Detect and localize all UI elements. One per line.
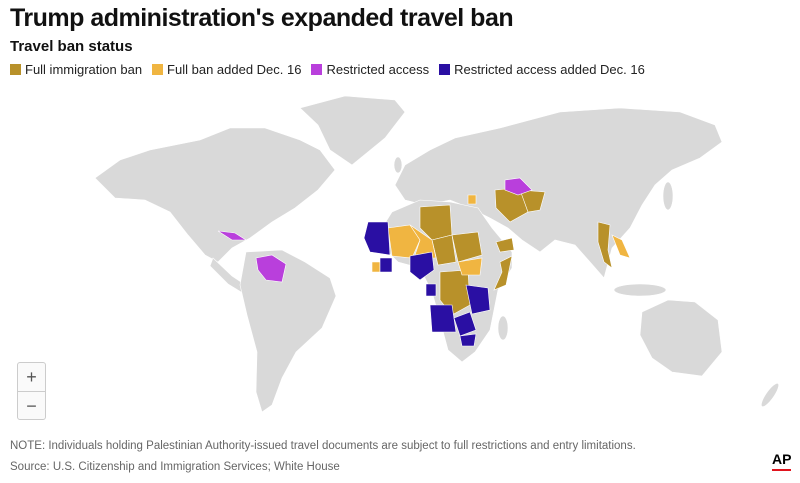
country-region[interactable]	[504, 177, 533, 196]
country-region[interactable]	[597, 221, 613, 269]
country-region[interactable]	[465, 284, 491, 315]
country-region[interactable]	[409, 251, 435, 281]
world-map[interactable]	[0, 85, 800, 430]
legend-label: Restricted access	[326, 62, 430, 77]
madagascar	[497, 315, 509, 341]
full-ban-added-countries	[371, 194, 631, 276]
greenland	[299, 95, 406, 166]
country-region[interactable]	[363, 221, 391, 256]
country-region[interactable]	[495, 237, 515, 253]
eurasia	[394, 107, 723, 279]
country-region[interactable]	[387, 224, 421, 259]
country-region[interactable]	[371, 261, 381, 273]
country-region[interactable]	[217, 230, 248, 241]
legend-item-restricted: Restricted access	[311, 62, 429, 77]
new-zealand	[761, 383, 779, 407]
legend-swatch	[152, 64, 164, 75]
legend-title: Travel ban status	[10, 38, 133, 55]
country-region[interactable]	[611, 234, 631, 259]
restricted-access-added-countries	[363, 221, 491, 347]
zoom-out-button[interactable]: −	[26, 395, 37, 416]
zoom-in-button[interactable]: +	[18, 363, 45, 392]
legend-label: Restricted access added Dec. 16	[454, 62, 645, 77]
country-region[interactable]	[519, 189, 546, 213]
japan	[662, 181, 674, 211]
country-region[interactable]	[467, 194, 477, 205]
legend: Full immigration ban Full ban added Dec.…	[10, 62, 645, 77]
legend-label: Full ban added Dec. 16	[167, 62, 302, 77]
country-region[interactable]	[459, 333, 477, 347]
south-america	[239, 249, 337, 413]
north-america	[94, 127, 336, 263]
country-region[interactable]	[457, 257, 483, 276]
country-region[interactable]	[429, 304, 457, 333]
legend-swatch	[439, 64, 451, 75]
legend-swatch	[311, 64, 323, 75]
chart-title: Trump administration's expanded travel b…	[10, 4, 514, 32]
legend-label: Full immigration ban	[25, 62, 143, 77]
full-immigration-ban-countries	[419, 187, 613, 316]
restricted-access-countries	[217, 177, 533, 283]
country-region[interactable]	[425, 283, 437, 297]
footnote: NOTE: Individuals holding Palestinian Au…	[10, 440, 636, 452]
source-line: Source: U.S. Citizenship and Immigration…	[10, 461, 340, 473]
legend-swatch	[10, 64, 21, 75]
legend-item-restricted-added: Restricted access added Dec. 16	[439, 62, 645, 77]
zoom-controls: + −	[17, 362, 46, 420]
legend-item-full-ban: Full immigration ban	[10, 62, 142, 77]
country-region[interactable]	[379, 257, 393, 273]
uk	[393, 156, 403, 174]
country-region[interactable]	[493, 255, 513, 291]
australia	[639, 299, 723, 377]
legend-item-full-ban-added: Full ban added Dec. 16	[152, 62, 301, 77]
country-region[interactable]	[453, 311, 477, 337]
country-region[interactable]	[255, 254, 287, 283]
ap-logo: AP	[772, 452, 792, 471]
indonesia	[613, 283, 667, 297]
country-region[interactable]	[451, 231, 483, 263]
